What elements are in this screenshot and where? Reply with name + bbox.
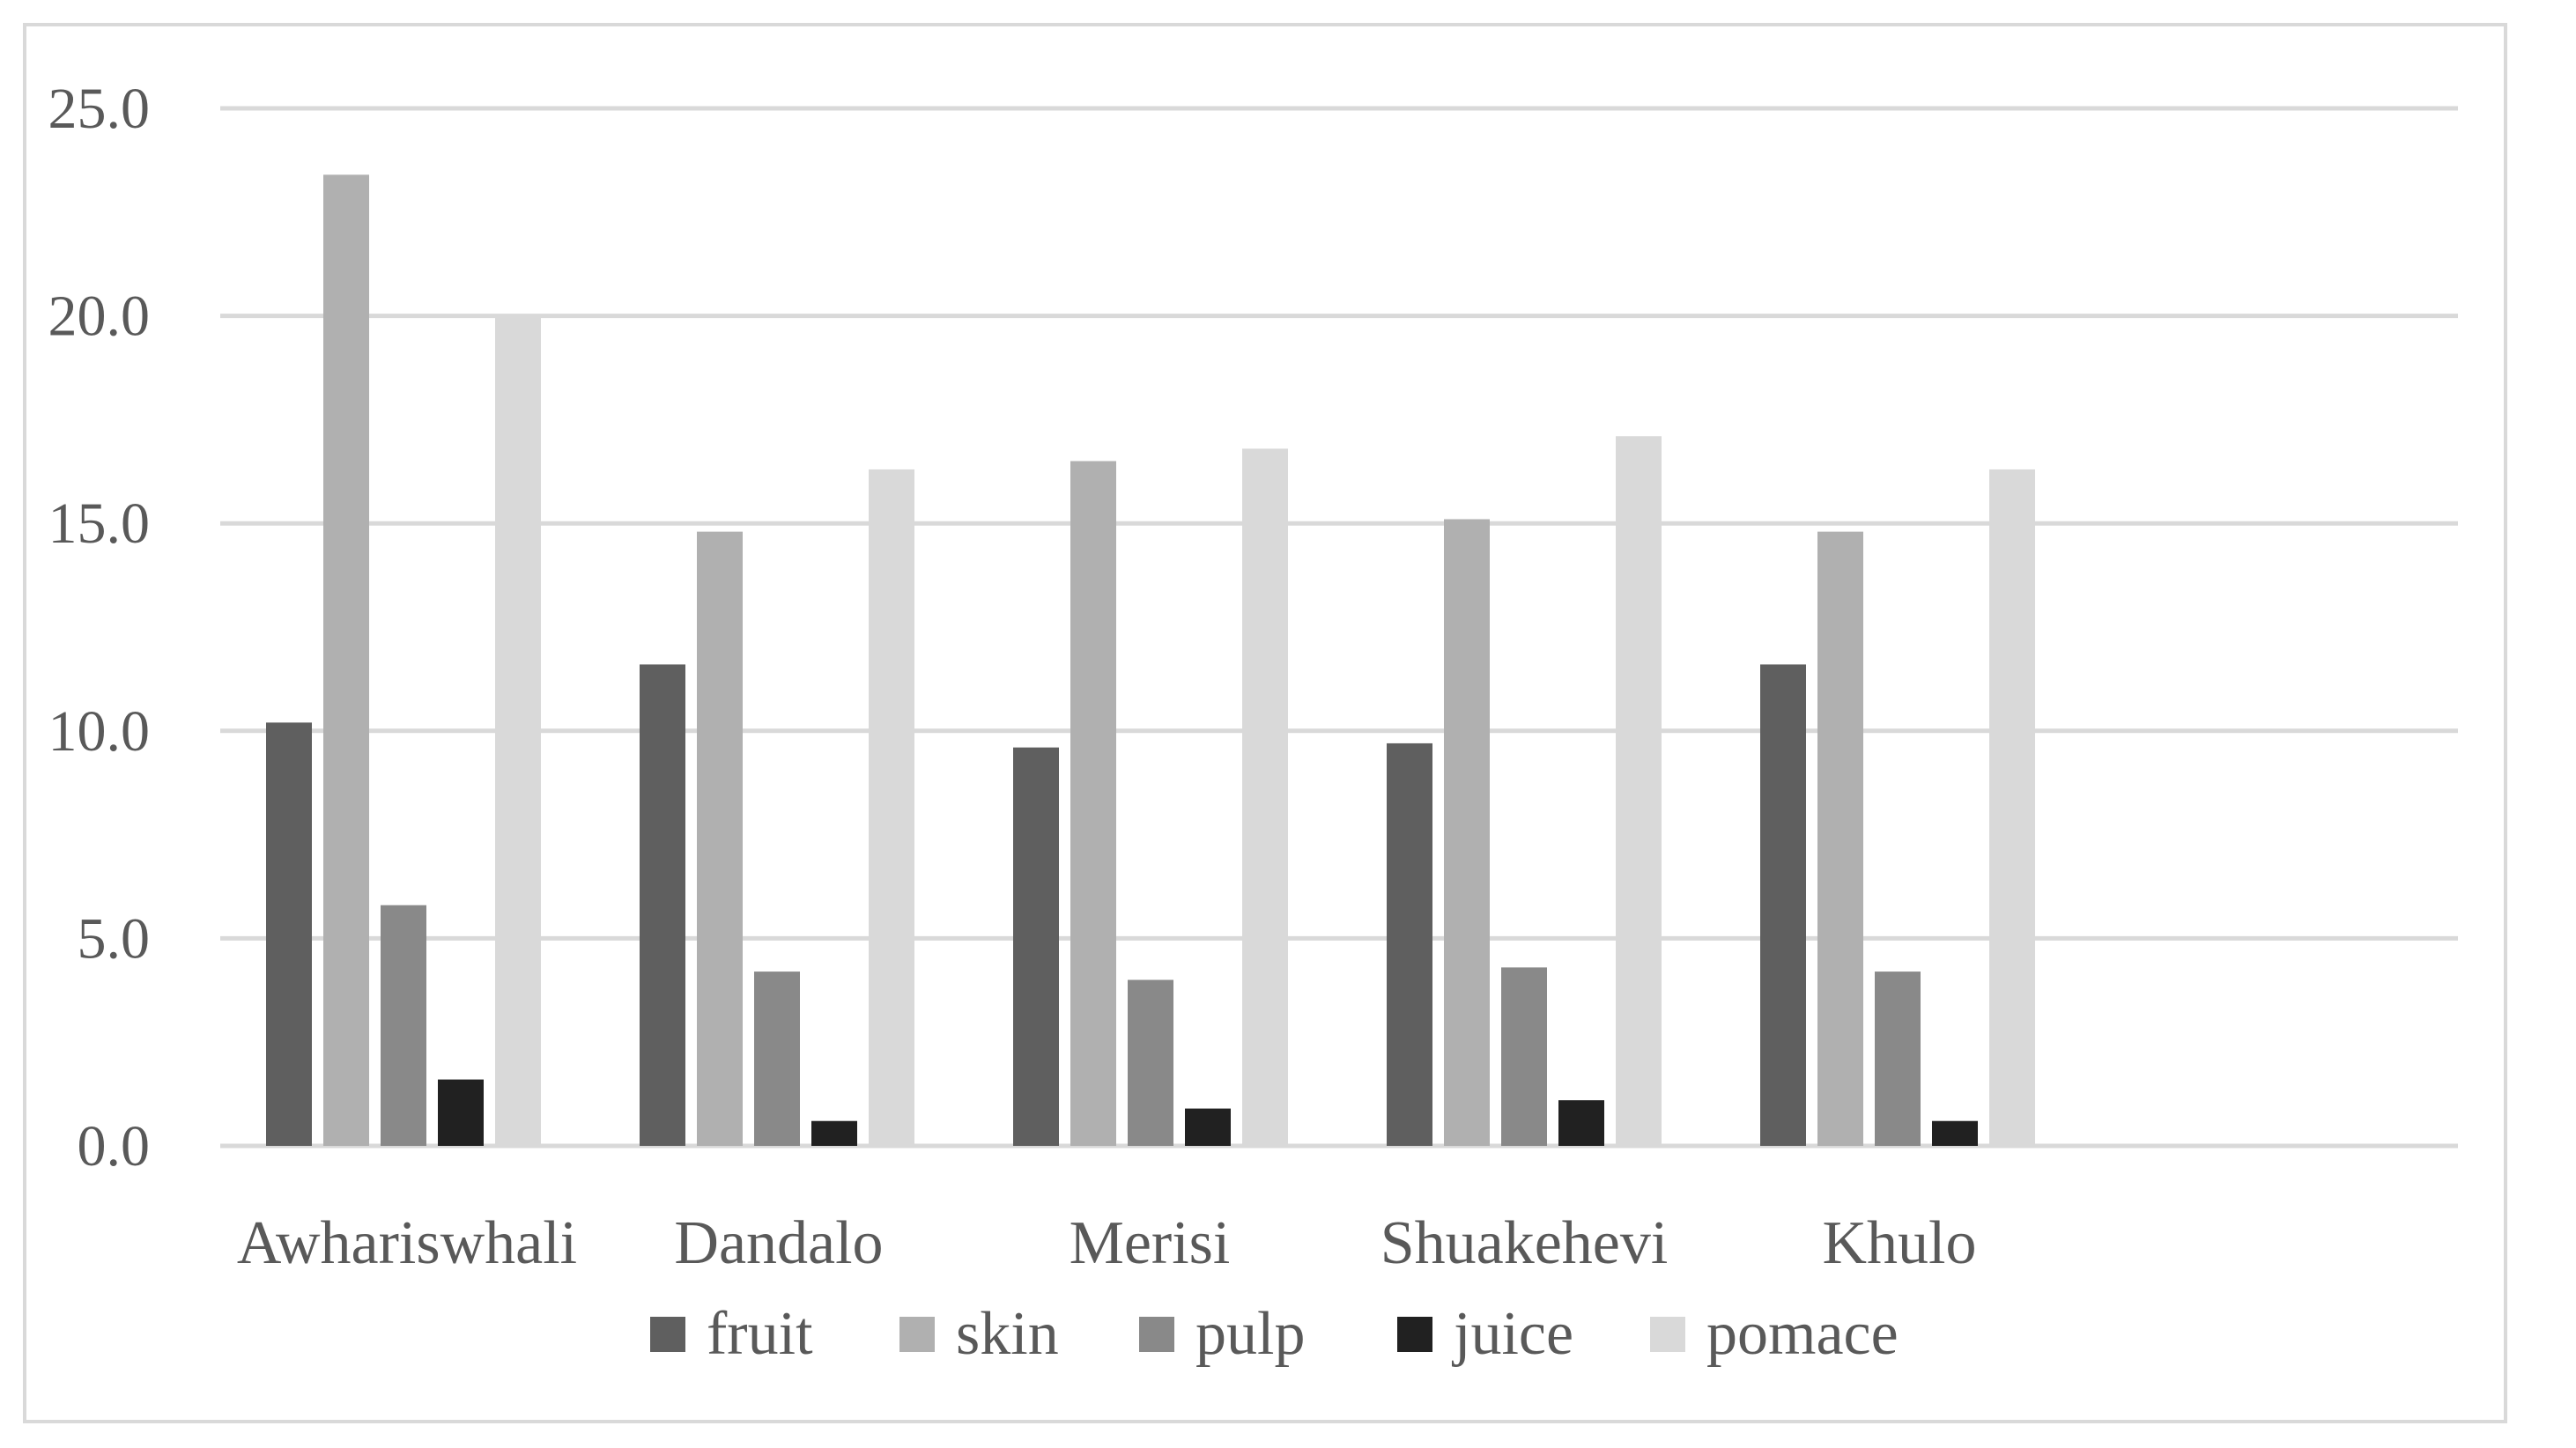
bar-skin-awhariswhali [323, 174, 369, 1147]
gridlines [220, 106, 2458, 1149]
y-tick-label: 10.0 [48, 699, 151, 764]
legend-swatch-juice [1397, 1317, 1432, 1352]
bar-fruit-khulo [1760, 664, 1806, 1146]
bar-fruit-shuakehevi [1387, 742, 1432, 1146]
category-label: Dandalo [674, 1209, 883, 1277]
bar-juice-awhariswhali [438, 1079, 484, 1146]
bar-pomace-merisi [1242, 448, 1288, 1146]
x-axis-category-labels: Awhariswhali Dandalo Merisi Shuakehevi Khulo [237, 1209, 1977, 1277]
y-tick-label: 5.0 [78, 906, 151, 971]
bar-pulp-shuakehevi [1501, 967, 1547, 1146]
bar-pomace-shuakehevi [1616, 436, 1662, 1146]
legend-swatch-pulp [1139, 1317, 1174, 1352]
bar-juice-khulo [1932, 1120, 1978, 1146]
legend: fruit skin pulp juice pomace [650, 1300, 1899, 1368]
bar-juice-shuakehevi [1558, 1100, 1604, 1146]
bars [266, 174, 2035, 1147]
category-label: Awhariswhali [237, 1209, 577, 1277]
bar-skin-merisi [1070, 461, 1116, 1146]
bar-fruit-merisi [1013, 747, 1059, 1146]
bar-fruit-dandalo [640, 664, 685, 1146]
legend-label-fruit: fruit [707, 1300, 813, 1368]
bar-pulp-khulo [1875, 971, 1921, 1146]
bar-fruit-awhariswhali [266, 722, 312, 1146]
legend-label-pulp: pulp [1195, 1300, 1305, 1368]
legend-label-juice: juice [1451, 1300, 1573, 1368]
y-tick-label: 25.0 [48, 77, 151, 141]
bar-juice-dandalo [811, 1120, 857, 1146]
y-tick-label: 20.0 [48, 284, 151, 349]
legend-label-pomace: pomace [1706, 1300, 1899, 1368]
legend-swatch-fruit [650, 1317, 685, 1352]
bar-skin-dandalo [697, 531, 743, 1146]
y-axis-tick-labels: 0.0 5.0 10.0 15.0 20.0 25.0 [48, 77, 151, 1178]
category-label: Shuakehevi [1381, 1209, 1669, 1277]
bar-skin-khulo [1817, 531, 1863, 1146]
bar-pomace-dandalo [869, 469, 914, 1146]
bar-pulp-dandalo [754, 971, 800, 1146]
bar-pulp-awhariswhali [381, 905, 426, 1146]
legend-label-skin: skin [956, 1300, 1059, 1368]
y-tick-label: 0.0 [78, 1114, 151, 1178]
bar-juice-merisi [1185, 1108, 1231, 1146]
y-tick-label: 15.0 [48, 491, 151, 556]
legend-swatch-pomace [1650, 1317, 1685, 1352]
category-label: Khulo [1823, 1209, 1977, 1277]
category-label: Merisi [1070, 1209, 1231, 1277]
bar-skin-shuakehevi [1444, 519, 1490, 1146]
legend-swatch-skin [899, 1317, 935, 1352]
bar-pulp-merisi [1128, 979, 1173, 1146]
bar-pomace-khulo [1989, 469, 2035, 1146]
bar-pomace-awhariswhali [495, 315, 541, 1147]
